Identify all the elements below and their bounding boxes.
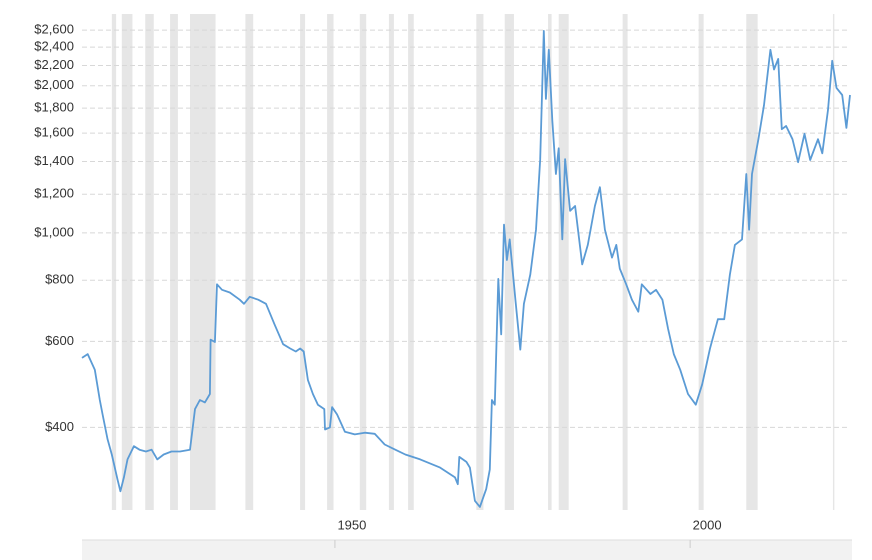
y-tick-label: $2,600 — [34, 22, 74, 37]
y-tick-label: $2,000 — [34, 77, 74, 92]
recession-band — [476, 14, 484, 510]
recession-band — [408, 14, 414, 510]
y-tick-label: $2,200 — [34, 57, 74, 72]
x-tick-label: 2000 — [693, 517, 722, 532]
recession-band — [327, 14, 334, 510]
recession-band — [548, 14, 552, 510]
y-tick-label: $800 — [45, 272, 74, 287]
y-tick-label: $1,000 — [34, 224, 74, 239]
recession-band — [121, 14, 133, 510]
recession-band — [145, 14, 154, 510]
x-tick-label: 1950 — [337, 517, 366, 532]
recession-band — [245, 14, 254, 510]
price-line — [81, 30, 851, 508]
recession-band — [359, 14, 367, 510]
recession-band — [504, 14, 514, 510]
y-tick-label: $2,400 — [34, 39, 74, 54]
recession-band — [558, 14, 569, 510]
navigator — [82, 540, 852, 560]
y-tick-label: $1,600 — [34, 125, 74, 140]
y-tick-label: $1,800 — [34, 100, 74, 115]
recession-band — [111, 14, 117, 510]
recession-band — [832, 14, 835, 510]
recession-band — [300, 14, 306, 510]
y-tick-label: $1,200 — [34, 186, 74, 201]
recession-band — [388, 14, 394, 510]
recession-band — [189, 14, 216, 510]
y-tick-label: $400 — [45, 419, 74, 434]
recession-band — [170, 14, 178, 510]
recession-band — [622, 14, 628, 510]
y-tick-label: $600 — [45, 333, 74, 348]
recession-band — [698, 14, 704, 510]
recession-band — [746, 14, 758, 510]
y-tick-label: $1,400 — [34, 153, 74, 168]
